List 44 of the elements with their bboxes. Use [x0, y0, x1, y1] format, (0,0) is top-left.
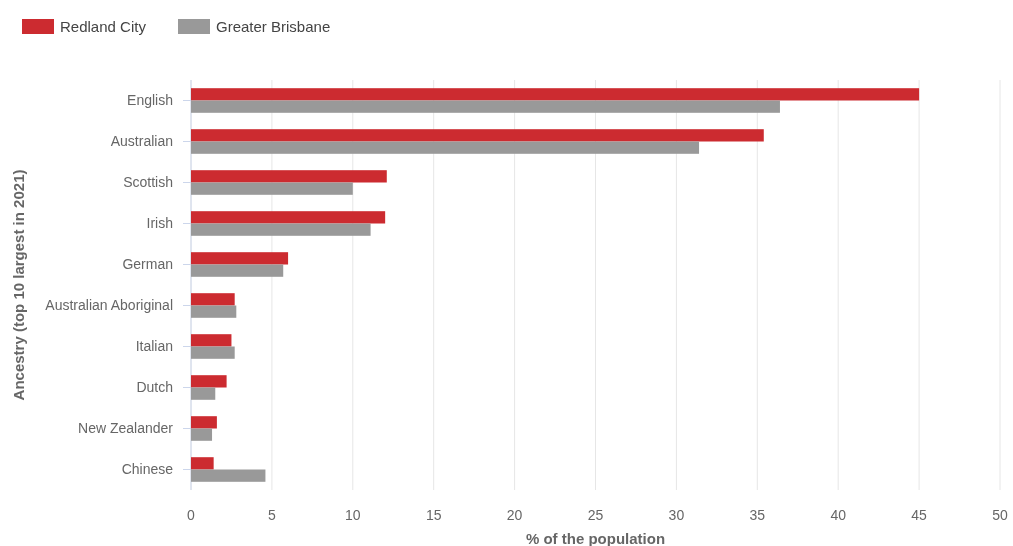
bar: [191, 346, 235, 359]
x-tick-label: 30: [668, 507, 685, 523]
bar: [191, 305, 237, 318]
y-tick-label: Italian: [135, 338, 173, 355]
bar: [191, 100, 780, 113]
y-tick-label: Chinese: [121, 461, 174, 478]
bar: [191, 264, 284, 277]
y-tick-label: Irish: [146, 215, 173, 232]
bar: [191, 387, 216, 400]
x-tick-label: 40: [830, 507, 847, 523]
bar: [191, 223, 371, 236]
x-tick-label: 25: [587, 507, 604, 523]
y-tick-label: German: [122, 256, 173, 273]
x-tick-label: 45: [911, 507, 928, 523]
bar: [191, 182, 353, 195]
x-tick-label: 10: [345, 507, 361, 523]
bar: [191, 428, 213, 441]
bar: [191, 457, 214, 470]
y-tick-label: New Zealander: [78, 420, 174, 437]
bar: [191, 129, 764, 142]
bar: [191, 211, 386, 224]
y-tick-label: Australian Aboriginal: [45, 297, 173, 314]
x-tick-label: 5: [268, 507, 276, 523]
bar: [191, 293, 235, 306]
x-tick-label: 20: [506, 507, 523, 523]
bar: [191, 141, 700, 154]
legend-label: Greater Brisbane: [216, 18, 331, 36]
x-tick-label: 50: [992, 507, 1008, 523]
bar: [191, 88, 920, 101]
y-axis-title: Ancestry (top 10 largest in 2021): [10, 169, 27, 401]
bar: [191, 334, 232, 347]
bar: [191, 170, 387, 183]
y-tick-label: Scottish: [123, 174, 173, 191]
x-tick-label: 0: [187, 507, 196, 523]
bar: [191, 252, 289, 265]
y-tick-label: Australian: [110, 133, 173, 150]
y-tick-label: English: [127, 92, 173, 109]
bar: [191, 416, 217, 429]
bar: [191, 469, 266, 482]
x-tick-label: 35: [749, 507, 766, 523]
x-tick-label: 15: [425, 507, 442, 523]
legend-label: Redland City: [60, 18, 147, 36]
y-tick-label: Dutch: [136, 379, 173, 396]
bar: [191, 375, 227, 388]
